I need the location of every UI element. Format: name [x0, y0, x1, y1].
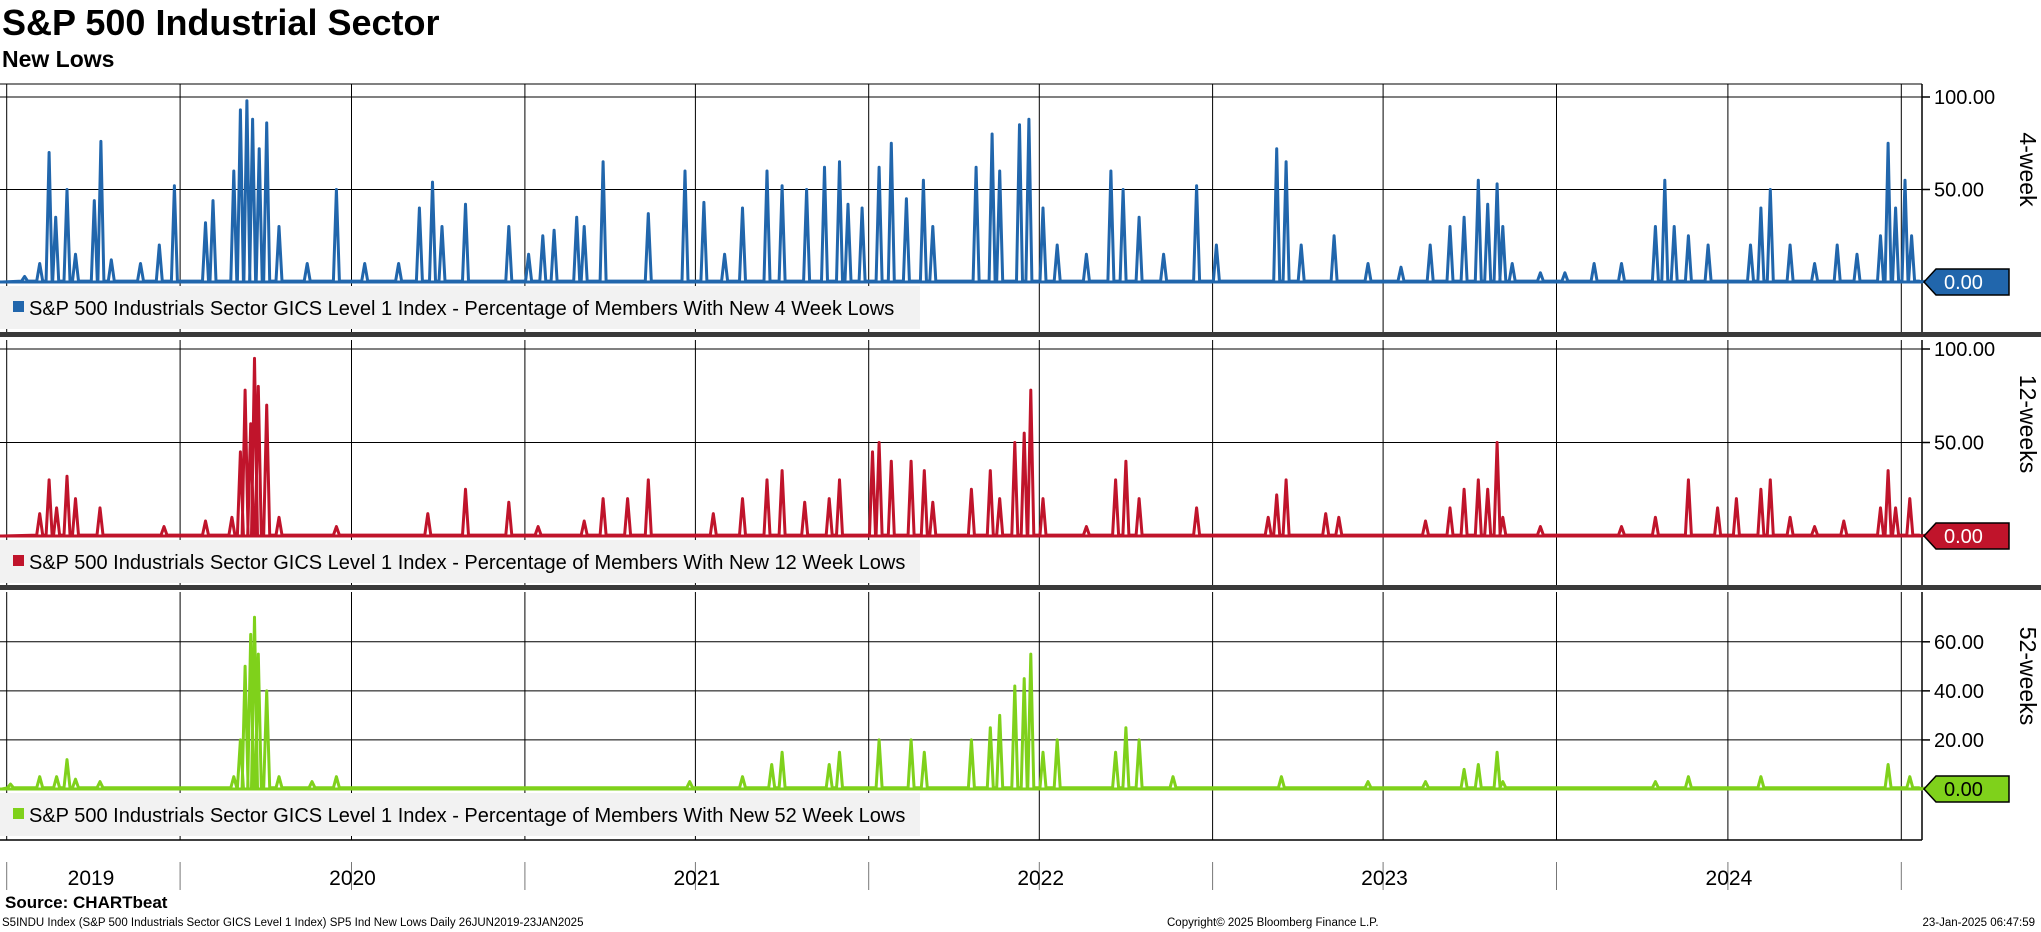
y-tick-label: 50.00	[1934, 180, 1984, 202]
panel-separator	[0, 332, 2041, 337]
y-tick-label: 60.00	[1934, 632, 1984, 654]
legend-box	[0, 540, 920, 583]
legend-box	[0, 286, 920, 329]
panel-12w: 50.00 100.00 S&P 500 Industrials Sector GI…	[0, 339, 2041, 590]
panel-52w: 20.00 40.00 60.00 S&P 500 Industrials Secto…	[0, 592, 2041, 840]
y-tick-label: 100.00	[1934, 87, 1995, 109]
panel-side-label: 12-weeks	[2015, 375, 2041, 473]
last-value-label: 0.00	[1944, 272, 1983, 294]
chart-title: S&P 500 Industrial Sector	[2, 2, 440, 43]
chart-subtitle: New Lows	[2, 46, 115, 72]
x-tick-label: 2021	[673, 867, 720, 890]
source-label: Source: CHARTbeat	[5, 893, 168, 912]
timestamp: 23-Jan-2025 06:47:59	[1922, 917, 2035, 929]
y-tick-label: 50.00	[1934, 433, 1984, 455]
x-tick-label: 2024	[1706, 867, 1753, 890]
x-tick-label: 2022	[1017, 867, 1064, 890]
last-value-tag	[1922, 522, 2010, 550]
x-tick-label: 2023	[1361, 867, 1408, 890]
legend-label: S&P 500 Industrials Sector GICS Level 1 …	[29, 552, 905, 574]
last-value-tag	[1922, 775, 2010, 803]
series-line-52w	[1, 615, 1926, 791]
last-value-label: 0.00	[1944, 526, 1983, 548]
y-tick-label: 100.00	[1934, 339, 1995, 361]
panel-side-label: 52-weeks	[2015, 627, 2041, 725]
series-line-4w	[1, 99, 1926, 284]
y-tick-label: 20.00	[1934, 730, 1984, 752]
y-tick-label: 40.00	[1934, 681, 1984, 703]
copyright-notice: Copyright© 2025 Bloomberg Finance L.P.	[1167, 917, 1379, 929]
series-line-12w	[1, 356, 1926, 538]
legend-box	[0, 793, 920, 836]
legend-swatch	[13, 301, 24, 312]
legend-label: S&P 500 Industrials Sector GICS Level 1 …	[29, 805, 905, 827]
last-value-label: 0.00	[1944, 779, 1983, 801]
legend-swatch	[13, 555, 24, 566]
legend-swatch	[13, 808, 24, 819]
panel-4w: 50.00 100.00 S&P 500 Industrials Sector GI…	[0, 84, 2041, 337]
panel-separator	[0, 585, 2041, 590]
panel-side-label: 4-week	[2015, 132, 2041, 207]
x-tick-label: 2019	[68, 867, 115, 890]
series-description: S5INDU Index (S&P 500 Industrials Sector…	[2, 917, 584, 929]
x-axis: 2019 2020 2021 2022 2023 2024	[6, 862, 1902, 890]
last-value-tag	[1922, 268, 2010, 296]
x-tick-label: 2020	[329, 867, 376, 890]
legend-label: S&P 500 Industrials Sector GICS Level 1 …	[29, 298, 894, 320]
